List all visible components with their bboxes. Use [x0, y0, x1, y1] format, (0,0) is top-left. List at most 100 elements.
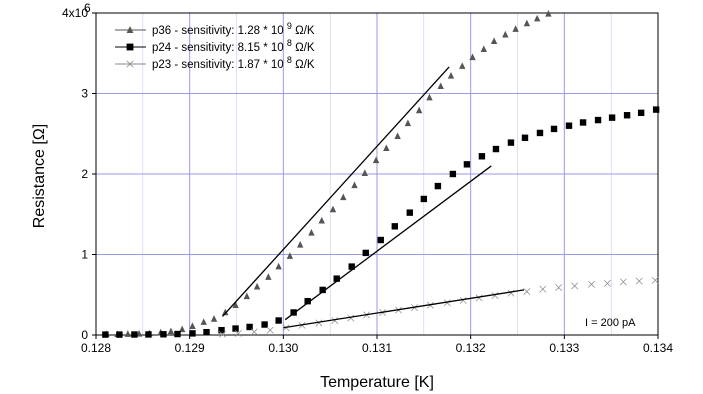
data-point-triangle: [178, 325, 186, 333]
data-point-bowtie: [619, 278, 627, 286]
data-point-bowtie: [475, 294, 483, 302]
data-point-triangle: [243, 292, 251, 300]
data-point-triangle: [189, 322, 196, 329]
data-point-square: [521, 134, 529, 141]
series-1: [102, 106, 660, 338]
y-tick-label: 0: [81, 328, 88, 342]
data-point-square: [246, 323, 253, 331]
x-tick-label: 0.129: [175, 341, 205, 355]
data-point-square: [131, 331, 138, 338]
data-point-bowtie: [523, 288, 531, 295]
data-point-square: [463, 161, 471, 168]
legend-label-unit: Ω/K: [292, 25, 315, 37]
data-point-square: [478, 153, 486, 160]
data-point-triangle: [265, 273, 272, 280]
data-point-bowtie: [126, 60, 134, 68]
legend-label-exponent: 9: [287, 21, 292, 31]
data-point-bowtie: [250, 328, 258, 336]
data-point-square: [232, 325, 239, 332]
data-point-square: [507, 139, 515, 146]
y-tick-label: 3: [81, 87, 88, 101]
data-point-square: [406, 209, 413, 216]
fit-line: [283, 289, 525, 329]
data-point-bowtie: [603, 280, 611, 287]
data-point-triangle: [502, 30, 509, 38]
data-point-triangle: [447, 71, 455, 79]
data-point-triangle: [200, 318, 207, 325]
data-point-square: [377, 236, 384, 244]
data-point-triangle: [361, 169, 369, 176]
x-axis-title: Temperature [K]: [320, 374, 434, 391]
legend-label-unit: Ω/K: [292, 59, 315, 71]
data-point-square: [218, 326, 225, 334]
data-point-triangle: [533, 14, 541, 22]
data-point-triangle: [296, 241, 304, 248]
y-tick-exponent: 6: [84, 1, 91, 15]
data-point-triangle: [351, 181, 358, 189]
data-point-triangle: [340, 193, 347, 201]
x-tick-label: 0.130: [268, 341, 298, 355]
legend-label-base: p23 - sensitivity: 1.87 * 10: [152, 59, 287, 71]
data-point-bowtie: [635, 277, 643, 285]
data-point-square: [362, 249, 369, 257]
data-point-square: [391, 223, 398, 230]
data-point-bowtie: [651, 276, 659, 284]
data-point-square: [579, 119, 587, 126]
data-point-bowtie: [555, 284, 563, 291]
legend-label-base: p36 - sensitivity: 1.28 * 10: [152, 25, 287, 37]
data-point-square: [565, 122, 573, 129]
data-point-square: [492, 145, 500, 153]
data-point-triangle: [286, 252, 294, 259]
data-point-triangle: [318, 216, 325, 224]
data-point-triangle: [329, 205, 337, 213]
data-point-triangle: [437, 82, 444, 90]
data-point-triangle: [383, 144, 390, 152]
x-tick-label: 0.132: [456, 341, 486, 355]
fit-line: [284, 165, 492, 321]
data-point-square: [304, 297, 311, 305]
data-point-bowtie: [588, 280, 595, 288]
y-tick-label: 2: [81, 167, 88, 181]
legend-entry-label: p23 - sensitivity: 1.87 * 10 8 Ω/K: [152, 55, 315, 71]
data-point-triangle: [167, 327, 175, 335]
data-point-triangle: [459, 62, 466, 69]
data-point-triangle: [394, 132, 401, 139]
data-point-square: [319, 286, 326, 294]
data-point-triangle: [415, 106, 423, 114]
data-point-square: [126, 43, 134, 51]
y-axis-ticks: 0 1 2 3 4x10: [62, 6, 96, 342]
data-point-square: [652, 106, 660, 113]
data-point-square: [275, 317, 282, 324]
x-axis-ticks: 0.128 0.129 0.130 0.131 0.132 0.133 0.134: [81, 335, 673, 355]
data-point-triangle: [480, 45, 487, 53]
data-point-bowtie: [491, 292, 499, 300]
data-point-square: [102, 331, 109, 338]
data-point-triangle: [372, 156, 380, 164]
data-point-square: [160, 331, 167, 338]
data-point-bowtie: [571, 282, 579, 290]
data-point-square: [637, 109, 645, 117]
x-tick-label: 0.128: [81, 341, 111, 355]
data-point-triangle: [469, 53, 476, 61]
data-point-square: [449, 170, 457, 178]
data-point-square: [261, 321, 268, 328]
data-point-square: [333, 275, 340, 282]
legend-label-unit: Ω/K: [292, 42, 315, 54]
data-point-bowtie: [507, 289, 515, 297]
y-tick-label: 1: [81, 248, 88, 262]
current-annotation: I = 200 pA: [585, 317, 636, 329]
data-point-triangle: [210, 315, 218, 322]
series-2: [219, 276, 659, 338]
data-point-triangle: [275, 262, 282, 270]
legend-label-exponent: 8: [287, 38, 292, 48]
data-point-square: [550, 125, 558, 133]
series-layer: [102, 10, 660, 338]
data-point-bowtie: [234, 329, 242, 337]
data-point-triangle: [308, 228, 315, 236]
legend-label-base: p24 - sensitivity: 8.15 * 10: [152, 42, 287, 54]
data-point-triangle: [232, 301, 239, 309]
data-point-triangle: [404, 119, 412, 127]
data-point-triangle: [124, 330, 132, 337]
data-point-square: [145, 331, 152, 338]
legend: p36 - sensitivity: 1.28 * 10 9 Ω/K p24 - …: [115, 21, 315, 71]
